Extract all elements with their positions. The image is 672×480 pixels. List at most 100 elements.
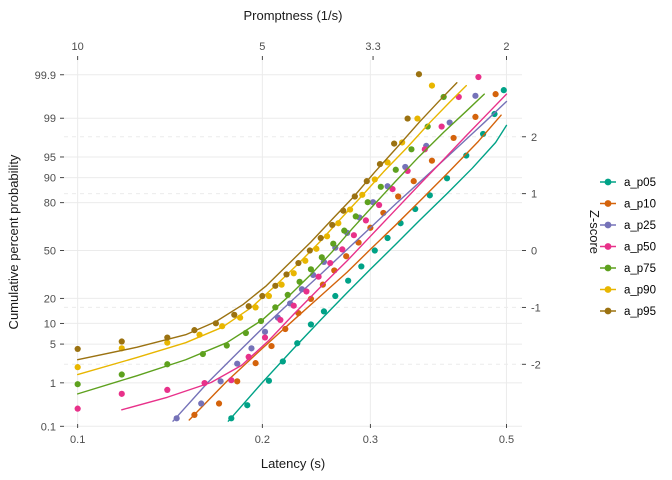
- data-point: [472, 92, 479, 99]
- data-point: [438, 123, 445, 130]
- y-tick-label: 0.1: [41, 421, 56, 433]
- data-point: [245, 353, 252, 360]
- data-point: [358, 263, 365, 270]
- data-point: [302, 257, 309, 264]
- data-point: [323, 233, 331, 240]
- data-point: [290, 302, 297, 309]
- data-point: [414, 115, 421, 122]
- y2-tick-label: 0: [531, 246, 537, 258]
- legend-key-point: [604, 286, 612, 293]
- x2-axis-title: Promptness (1/s): [244, 8, 343, 23]
- data-point: [265, 377, 273, 384]
- data-point: [428, 157, 436, 164]
- data-point: [340, 207, 347, 214]
- x-axis-tick-labels: 0.1 0.2 0.3 0.5: [70, 434, 514, 446]
- data-point: [257, 317, 265, 325]
- data-point: [472, 113, 479, 120]
- data-point: [428, 82, 436, 89]
- series-a_p75: [74, 93, 485, 395]
- data-point: [228, 377, 235, 384]
- y-tick-label: 99.9: [35, 70, 56, 82]
- data-point: [463, 152, 470, 159]
- data-point: [313, 245, 320, 252]
- data-point: [410, 178, 417, 185]
- data-point: [320, 308, 328, 315]
- y2-tick-label: 1: [531, 189, 537, 201]
- y2-tick-label: -1: [531, 302, 541, 314]
- data-point: [259, 292, 266, 300]
- data-point: [343, 253, 350, 260]
- data-point: [491, 110, 498, 118]
- legend-label[interactable]: a_p50: [624, 242, 656, 254]
- data-point: [201, 379, 208, 387]
- y2-axis-tick-labels: 2 1 0 -1 -2: [531, 132, 541, 372]
- legend-label[interactable]: a_p10: [624, 199, 656, 211]
- data-point: [261, 328, 269, 335]
- data-point: [376, 160, 384, 168]
- x-tick-label: 0.1: [70, 434, 85, 446]
- data-point: [118, 390, 125, 397]
- data-point: [317, 234, 324, 242]
- data-point: [196, 331, 203, 338]
- legend-label[interactable]: a_p05: [624, 177, 656, 189]
- x-axis-title: Latency (s): [261, 456, 325, 471]
- legend-key-point: [604, 221, 612, 229]
- data-point: [345, 277, 352, 284]
- data-point: [268, 342, 275, 350]
- data-point: [272, 282, 279, 289]
- data-point: [282, 325, 289, 333]
- data-point: [290, 270, 297, 277]
- series-a_p90: [74, 82, 467, 376]
- data-point: [219, 323, 226, 330]
- data-point: [377, 183, 384, 190]
- x2-tick-label: 3.3: [365, 41, 380, 53]
- data-point: [376, 201, 383, 209]
- data-point: [261, 334, 269, 341]
- data-point: [362, 217, 369, 224]
- data-point: [339, 246, 346, 253]
- data-point: [245, 303, 252, 310]
- y-tick-label: 99: [44, 113, 56, 125]
- data-point: [475, 73, 482, 81]
- data-point: [191, 327, 198, 334]
- legend-label[interactable]: a_p90: [624, 285, 656, 297]
- data-point: [395, 193, 402, 200]
- series-a_p10: [188, 91, 502, 421]
- data-point: [237, 314, 244, 321]
- legend-key-point: [604, 264, 612, 272]
- data-point: [384, 159, 391, 166]
- legend-key-point: [604, 307, 612, 315]
- data-point: [384, 234, 391, 242]
- data-point: [252, 360, 259, 367]
- data-point: [244, 402, 251, 409]
- legend-label[interactable]: a_p25: [624, 220, 656, 232]
- data-point: [415, 71, 423, 78]
- data-point: [421, 146, 428, 153]
- data-point: [295, 259, 302, 267]
- fit-line-a_p25: [172, 100, 508, 422]
- data-point: [272, 304, 279, 311]
- data-point: [164, 361, 171, 368]
- y-axis-tick-labels: 99.9 99 95 90 80 50 20 10 5 1 0.1: [35, 70, 56, 434]
- legend-key-point: [604, 200, 612, 207]
- data-point: [341, 227, 348, 234]
- y-tick-label: 20: [44, 293, 56, 305]
- data-point: [173, 415, 180, 422]
- data-point: [307, 295, 315, 302]
- legend-label[interactable]: a_p75: [624, 263, 656, 275]
- data-point: [371, 247, 378, 254]
- data-point: [404, 115, 411, 122]
- series-a_p05: [227, 87, 508, 422]
- x2-tick-label: 10: [72, 41, 84, 53]
- data-point: [307, 266, 315, 273]
- y-tick-label: 80: [44, 198, 56, 210]
- y2-tick-label: -2: [531, 359, 541, 371]
- x2-tick-label: 2: [503, 41, 509, 53]
- legend-label[interactable]: a_p95: [624, 306, 656, 318]
- legend-key-point: [604, 243, 612, 250]
- data-point: [443, 175, 451, 182]
- x2-tick-label: 5: [259, 41, 265, 53]
- data-point: [118, 338, 125, 345]
- data-point: [277, 316, 284, 324]
- data-point: [492, 91, 499, 98]
